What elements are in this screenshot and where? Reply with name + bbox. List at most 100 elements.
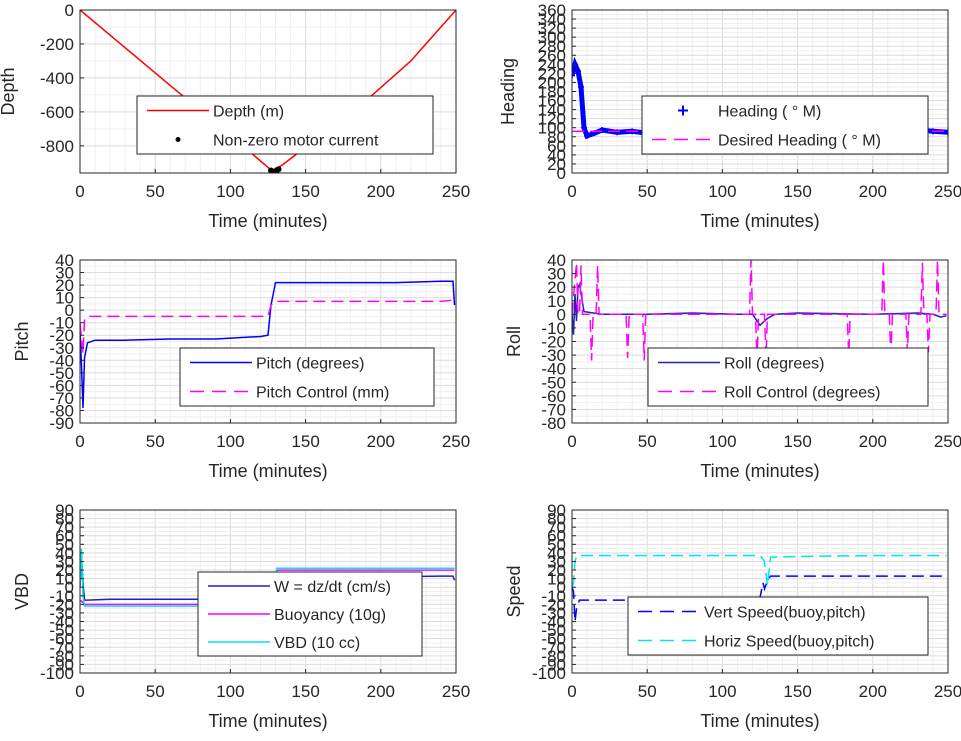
vbd-legend-label: Buoyancy (10g) xyxy=(274,607,386,624)
depth-legend-label: Non-zero motor current xyxy=(213,133,379,150)
vbd-ytick-label: 80 xyxy=(55,510,74,529)
pitch-ytick-label: 30 xyxy=(55,264,74,283)
depth-legend: Depth (m) Non-zero motor current xyxy=(136,95,434,155)
speed-xtick-label: 50 xyxy=(638,682,657,701)
vbd-ytick-label: 30 xyxy=(55,552,74,571)
depth-xtick-label: 100 xyxy=(216,182,244,201)
vbd-axes-frame xyxy=(79,509,457,674)
vbd-ytick-label: 90 xyxy=(55,501,74,520)
heading-ytick-label: 40 xyxy=(547,146,566,165)
speed-ytick-label: 50 xyxy=(547,535,566,554)
roll-xtick-label: 100 xyxy=(708,432,736,451)
roll-xlabel: Time (minutes) xyxy=(700,461,819,481)
speed-axes-frame xyxy=(571,509,949,674)
pitch-ytick-label: -30 xyxy=(49,339,74,358)
pitch-xtick-label: 0 xyxy=(75,432,84,451)
speed-ytick-label: -90 xyxy=(541,655,566,674)
pitch-ytick-label: -70 xyxy=(49,389,74,408)
heading-series-0-point xyxy=(581,124,588,131)
pitch-ytick-label: -90 xyxy=(49,414,74,433)
depth-axes-frame xyxy=(79,9,457,174)
speed-ytick-label: -100 xyxy=(532,664,566,683)
heading-ytick-label: 100 xyxy=(538,119,566,138)
depth-xtick-label: 0 xyxy=(75,182,84,201)
vbd-legend-label: W = dz/dt (cm/s) xyxy=(274,579,391,596)
pitch-xlabel: Time (minutes) xyxy=(208,461,327,481)
speed-xlabel: Time (minutes) xyxy=(700,711,819,731)
vbd-ytick-label: 40 xyxy=(55,544,74,563)
pitch-ytick-label: -60 xyxy=(49,376,74,395)
heading-chart: 0 50 100 150 200 2500204060801001201401601802… xyxy=(498,1,961,231)
roll-legend-label: Roll Control (degrees) xyxy=(724,385,881,402)
pitch-xtick-label: 250 xyxy=(442,432,470,451)
pitch-legend: Pitch (degrees) Pitch Control (mm) xyxy=(179,347,435,407)
pitch-ytick-label: -20 xyxy=(49,326,74,345)
roll-ytick-label: 30 xyxy=(547,265,566,284)
speed-xtick-label: 250 xyxy=(934,682,961,701)
vbd-ytick-label: -100 xyxy=(40,664,74,683)
speed-ytick-label: 0 xyxy=(557,578,566,597)
roll-legend: Roll (degrees) Roll Control (degrees) xyxy=(647,347,929,407)
vbd-ytick-label: 10 xyxy=(55,570,74,589)
roll-ytick-label: -20 xyxy=(541,333,566,352)
speed-ytick-label: 40 xyxy=(547,544,566,563)
depth-xtick-label: 200 xyxy=(367,182,395,201)
roll-xtick-label: 200 xyxy=(859,432,887,451)
speed-ytick-label: -20 xyxy=(541,595,566,614)
roll-xtick-label: 50 xyxy=(638,432,657,451)
depth-ytick-label: -800 xyxy=(40,137,74,156)
heading-series-0-point xyxy=(599,126,606,133)
depth-xtick-label: 50 xyxy=(146,182,165,201)
roll-legend-box xyxy=(647,347,929,407)
vbd-ytick-label: -90 xyxy=(49,655,74,674)
roll-series-group xyxy=(572,260,947,362)
heading-series-0-point xyxy=(945,129,948,136)
heading-ytick-label: 340 xyxy=(538,10,566,29)
speed-ytick-label: -70 xyxy=(541,638,566,657)
heading-ylabel: Heading xyxy=(498,58,518,125)
roll-ytick-label: -60 xyxy=(541,387,566,406)
pitch-legend-label: Pitch (degrees) xyxy=(256,356,365,373)
heading-series-0-point xyxy=(572,72,575,79)
heading-series-0-point xyxy=(575,68,582,75)
heading-ytick-label: 200 xyxy=(538,73,566,92)
speed-ytick-label: 10 xyxy=(547,570,566,589)
heading-ytick-label: 120 xyxy=(538,110,566,129)
depth-series-1-point xyxy=(275,166,282,173)
speed-series-0-line xyxy=(572,575,947,622)
vbd-ytick-label: -50 xyxy=(49,621,74,640)
speed-ytick-label: 70 xyxy=(547,518,566,537)
roll-ytick-label: -10 xyxy=(541,319,566,338)
pitch-series-1-line xyxy=(80,299,455,355)
pitch-xtick-label: 200 xyxy=(367,432,395,451)
speed-ytick-label: 80 xyxy=(547,510,566,529)
heading-xtick-label: 200 xyxy=(859,182,887,201)
roll-ytick-label: -30 xyxy=(541,346,566,365)
speed-legend: Vert Speed(buoy,pitch) Horiz Speed(buoy,p… xyxy=(627,596,929,656)
roll-legend-label: Roll (degrees) xyxy=(724,356,824,373)
pitch-xtick-label: 50 xyxy=(146,432,165,451)
pitch-axes-frame xyxy=(79,259,457,424)
vbd-xtick-label: 250 xyxy=(442,682,470,701)
speed-ytick-label: -30 xyxy=(541,604,566,623)
vbd-ytick-label: -30 xyxy=(49,604,74,623)
heading-series-0-point xyxy=(584,132,591,139)
speed-xtick-label: 100 xyxy=(708,682,736,701)
vbd-ytick-label: 70 xyxy=(55,518,74,537)
speed-ytick-label: 30 xyxy=(547,552,566,571)
pitch-series-group xyxy=(80,280,456,409)
heading-ytick-label: 0 xyxy=(557,164,566,183)
depth-xtick-label: 150 xyxy=(291,182,319,201)
pitch-ylabel: Pitch xyxy=(12,321,32,361)
depth-ytick-label: -400 xyxy=(40,69,74,88)
pitch-ytick-label: 10 xyxy=(55,289,74,308)
vbd-ytick-label: -20 xyxy=(49,595,74,614)
depth-xtick-label: 250 xyxy=(442,182,470,201)
roll-ytick-label: 20 xyxy=(547,278,566,297)
pitch-ytick-label: 0 xyxy=(65,301,74,320)
speed-xtick-label: 0 xyxy=(567,682,576,701)
speed-series-1-line xyxy=(572,554,947,588)
roll-chart: 0 50 100 150 200 250403020100-10-20-30-40-50-… xyxy=(504,251,961,481)
